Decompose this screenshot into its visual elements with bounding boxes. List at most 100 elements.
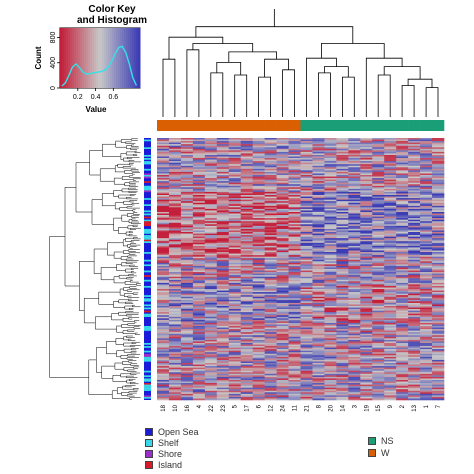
heatmap-cell (324, 390, 337, 393)
heatmap-cell (372, 381, 385, 384)
heatmap-cell (204, 310, 218, 313)
heatmap-cell (168, 228, 182, 231)
heatmap-cell (168, 141, 182, 143)
heatmap-cell (157, 379, 170, 382)
heatmap-cell (157, 336, 170, 339)
heatmap-cell (420, 196, 433, 199)
heatmap-cell (264, 185, 277, 188)
heatmap-cell (252, 378, 265, 381)
heatmap-cell (252, 158, 265, 160)
heatmap-cell (192, 364, 206, 367)
heatmap-cell (240, 356, 253, 359)
heatmap-cell (312, 191, 325, 194)
column-dendrogram-link (210, 72, 224, 117)
heatmap-cell (240, 187, 253, 190)
heatmap-cell (264, 272, 277, 274)
heatmap-cell (372, 253, 385, 256)
heatmap-cell (360, 238, 373, 241)
heatmap-cell (384, 153, 397, 156)
heatmap-cell (300, 213, 313, 216)
heatmap-cell (216, 387, 230, 390)
heatmap-cell (336, 378, 349, 381)
heatmap-cell (204, 366, 218, 368)
heatmap-cell (288, 195, 301, 197)
heatmap-cell (324, 381, 337, 384)
heatmap-cell (157, 167, 170, 170)
heatmap-cell (396, 205, 409, 208)
heatmap-cell (408, 178, 421, 180)
heatmap-cell (157, 387, 170, 390)
heatmap-cell (348, 333, 361, 336)
heatmap-cell (252, 342, 265, 345)
heatmap-cell (324, 301, 337, 304)
heatmap-cell (396, 178, 409, 180)
heatmap-cell (408, 347, 421, 350)
heatmap-cell (300, 165, 313, 168)
heatmap-cell (384, 350, 397, 353)
heatmap-cell (396, 244, 409, 247)
heatmap-cell (432, 329, 445, 331)
column-group-cell (264, 120, 277, 131)
legend-label: Shore (158, 449, 183, 459)
heatmap-cell (228, 193, 242, 196)
heatmap-cell (228, 145, 242, 148)
row-category-cell (144, 259, 151, 262)
heatmap-cell (240, 156, 253, 159)
heatmap-cell (300, 247, 313, 250)
heatmap-cell (216, 235, 230, 237)
heatmap-cell (180, 144, 194, 146)
heatmap-cell (180, 236, 194, 239)
heatmap-cell (300, 324, 313, 327)
heatmap-cell (360, 151, 373, 154)
row-dendrogram-link (116, 325, 123, 333)
heatmap-cell (312, 196, 325, 199)
heatmap-cell (228, 333, 242, 336)
heatmap-cell (252, 204, 265, 207)
heatmap-cell (157, 338, 170, 341)
color-key-gradient-step (74, 28, 77, 88)
heatmap-cell (192, 363, 206, 365)
heatmap-cell (180, 188, 194, 191)
heatmap-cell (157, 139, 170, 142)
heatmap-cell (252, 201, 265, 204)
heatmap-cell (240, 144, 253, 146)
heatmap-cell (312, 302, 325, 305)
heatmap-cell (348, 326, 361, 328)
heatmap-cell (348, 392, 361, 395)
column-label: 4 (197, 404, 203, 408)
heatmap-cell (396, 310, 409, 313)
row-dendrogram-link (133, 237, 141, 240)
row-category-cell (144, 174, 151, 177)
heatmap-cell (384, 392, 397, 395)
heatmap-cell (168, 264, 182, 267)
row-dendrogram-link (123, 367, 134, 371)
heatmap-cell (276, 383, 289, 385)
heatmap-cell (276, 248, 289, 251)
heatmap-cell (180, 330, 194, 333)
heatmap-cell (204, 202, 218, 205)
heatmap-cell (216, 278, 230, 281)
heatmap-cell (192, 279, 206, 282)
heatmap-cell (168, 242, 182, 245)
heatmap-cell (324, 168, 337, 171)
row-dendrogram-link (123, 348, 132, 353)
heatmap-cell (324, 148, 337, 151)
heatmap-cell (408, 307, 421, 310)
heatmap-cell (276, 219, 289, 222)
heatmap-cell (432, 358, 445, 361)
heatmap-cell (360, 204, 373, 207)
heatmap-cell (276, 144, 289, 146)
heatmap-cell (420, 170, 433, 173)
heatmap-cell (276, 188, 289, 191)
heatmap-cell (180, 245, 194, 248)
heatmap-cell (432, 376, 445, 379)
heatmap-cell (360, 181, 373, 183)
heatmap-cell (192, 151, 206, 154)
heatmap-cell (228, 221, 242, 224)
heatmap-cell (264, 363, 277, 365)
heatmap-cell (180, 207, 194, 210)
heatmap-cell (276, 346, 289, 348)
heatmap-cell (240, 264, 253, 267)
heatmap-cell (384, 330, 397, 333)
heatmap-cell (240, 219, 253, 222)
